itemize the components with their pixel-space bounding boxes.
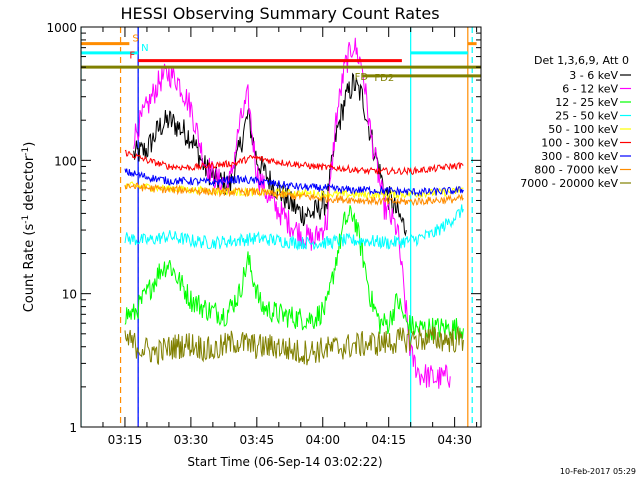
series-line — [124, 182, 464, 207]
plot-frame — [80, 26, 482, 428]
x-tick-label: 04:30 — [437, 433, 472, 447]
series-line — [133, 37, 451, 389]
series-line — [133, 72, 407, 237]
flag-label: S — [132, 34, 138, 45]
series-line — [124, 325, 464, 366]
y-axis-label: Count Rate (s-1 detector-1) — [21, 142, 37, 313]
legend-entry-label: 800 - 7000 keV — [534, 164, 618, 177]
x-tick-label: 04:15 — [371, 433, 406, 447]
legend-entry-label: 3 - 6 keV — [569, 69, 618, 82]
flag-label: N — [141, 43, 148, 54]
series-line — [124, 168, 464, 197]
y-tick-label: 100 — [54, 154, 77, 168]
series-line — [124, 205, 464, 341]
legend-entry-label: 12 - 25 keV — [555, 96, 618, 109]
legend-header: Det 1,3,6,9, Att 0 — [534, 54, 629, 67]
legend-entry-label: 6 - 12 keV — [562, 83, 618, 96]
x-tick-label: 03:30 — [174, 433, 209, 447]
x-tick-label: 03:45 — [240, 433, 275, 447]
x-axis-label: Start Time (06-Sep-14 03:02:22) — [187, 455, 382, 469]
series-line — [124, 149, 464, 176]
flag-label: F — [129, 51, 135, 62]
y-tick-label: 1 — [69, 421, 77, 435]
y-tick-label: 1000 — [46, 21, 77, 35]
legend-entry-label: 100 - 300 keV — [541, 137, 618, 150]
chart-title: HESSI Observing Summary Count Rates — [120, 4, 439, 23]
timestamp: 10-Feb-2017 05:29 — [560, 467, 636, 476]
flag-label: FD — [355, 72, 369, 83]
x-tick-label: 04:00 — [305, 433, 340, 447]
flag-label: FD2 — [374, 73, 394, 84]
legend-entry-label: 7000 - 20000 keV — [520, 177, 618, 190]
series-line — [124, 204, 464, 251]
x-tick-label: 03:15 — [108, 433, 143, 447]
legend-entry-label: 50 - 100 keV — [548, 123, 618, 136]
y-axis: 1 10 100 1000 — [46, 21, 481, 435]
y-tick-label: 10 — [62, 288, 77, 302]
legend-entry-label: 300 - 800 keV — [541, 150, 618, 163]
series-line — [124, 181, 464, 200]
legend-entry-label: 25 - 50 keV — [555, 110, 618, 123]
x-axis: 03:15 03:30 03:45 04:00 04:15 04:30 — [80, 27, 478, 447]
